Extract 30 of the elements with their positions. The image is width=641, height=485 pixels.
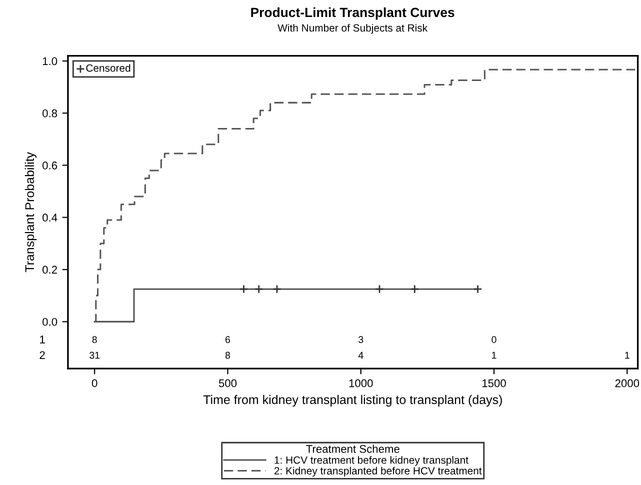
legend-label: 2: Kidney transplanted before HCV treatment <box>274 466 482 477</box>
annotation: 6 <box>226 336 230 344</box>
x-tick-label: 1500 <box>482 379 506 388</box>
y-tick-label: 0.2 <box>42 266 57 274</box>
annotation: 3 <box>358 336 364 344</box>
x-tick-label: 500 <box>218 379 237 388</box>
annotation: 1 <box>625 352 630 359</box>
x-axis-title: Time from kidney transplant listing to transplant (days) <box>203 394 502 407</box>
text: 2 <box>40 351 45 359</box>
text: 1 <box>40 336 45 344</box>
legend-title: Treatment Scheme <box>306 444 400 453</box>
x-tick-label: 2000 <box>615 379 640 388</box>
legend-label: 1: HCV treatment before kidney transplant <box>274 456 468 466</box>
annotation: 0 <box>492 336 496 344</box>
y-tick-label: 1.0 <box>42 57 58 66</box>
annotation: 1 <box>492 352 496 359</box>
legend-label: Censored <box>86 64 130 72</box>
chart-title: Product-Limit Transplant Curves <box>251 7 454 20</box>
y-tick-label: 0.0 <box>42 318 58 326</box>
annotation: 31 <box>90 352 100 359</box>
x-tick-label: 1000 <box>349 379 373 388</box>
y-tick-label: 0.6 <box>42 162 58 170</box>
x-tick-label: 0 <box>92 379 98 388</box>
y-tick-label: 0.8 <box>42 109 58 118</box>
annotation: 8 <box>225 352 230 359</box>
y-tick-label: 0.4 <box>42 214 58 222</box>
annotation: 4 <box>358 352 364 359</box>
chart-subtitle: With Number of Subjects at Risk <box>278 24 428 34</box>
y-axis-title: Transplant Probability <box>24 152 37 272</box>
annotation: 8 <box>92 336 97 344</box>
